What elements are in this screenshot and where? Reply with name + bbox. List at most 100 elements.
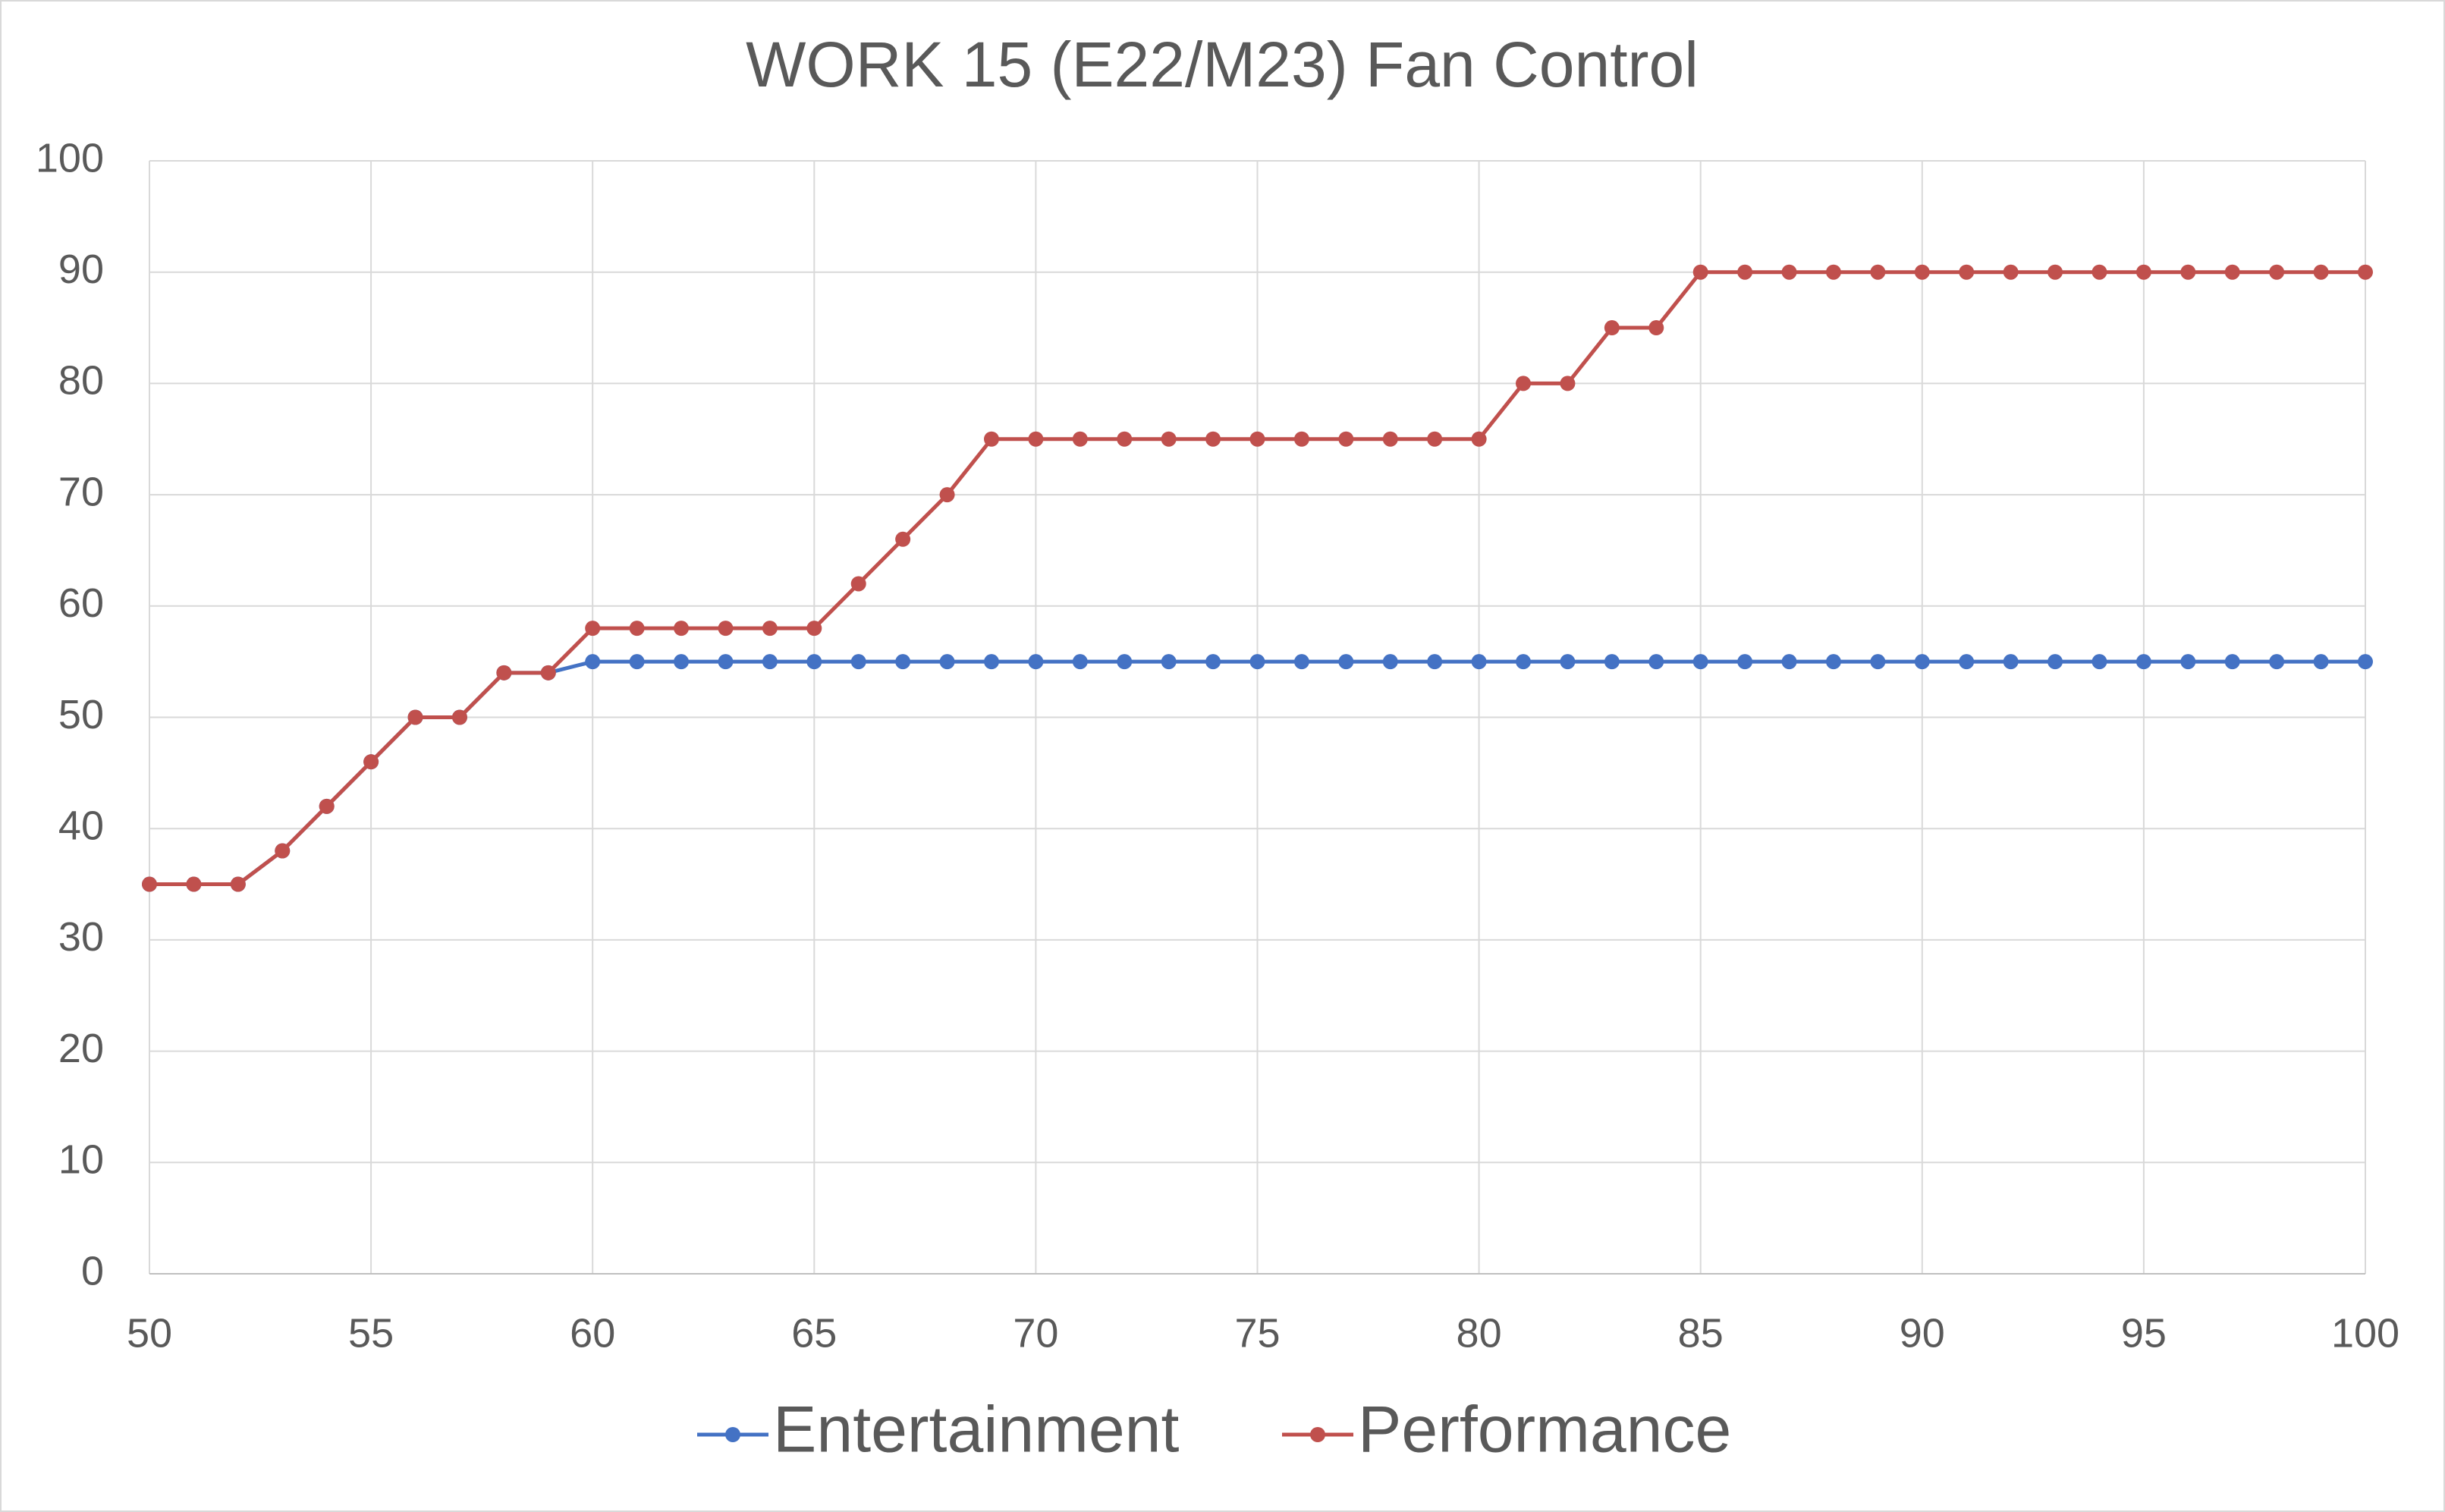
x-tick-label: 60: [570, 1310, 615, 1356]
data-point: [1072, 431, 1088, 447]
data-point: [629, 654, 645, 670]
data-point: [585, 654, 601, 670]
data-point: [275, 843, 291, 859]
x-tick-label: 90: [1900, 1310, 1945, 1356]
data-point: [1781, 654, 1797, 670]
data-point: [1293, 654, 1309, 670]
data-point: [1072, 654, 1088, 670]
data-point: [1959, 264, 1975, 280]
data-point: [629, 621, 645, 637]
data-point: [2358, 264, 2373, 280]
data-point: [540, 665, 556, 681]
y-tick-label: 30: [58, 914, 104, 960]
data-point: [1427, 431, 1443, 447]
data-point: [1293, 431, 1309, 447]
data-point: [1648, 320, 1664, 336]
data-point: [2180, 654, 2196, 670]
data-point: [1870, 264, 1886, 280]
y-tick-label: 10: [58, 1137, 104, 1183]
data-point: [1692, 264, 1708, 280]
data-point: [2269, 654, 2285, 670]
data-point: [1205, 431, 1221, 447]
data-point: [806, 621, 822, 637]
data-point: [850, 576, 866, 592]
data-point: [2269, 264, 2285, 280]
data-point: [1560, 654, 1576, 670]
data-point: [1249, 431, 1265, 447]
data-point: [1338, 654, 1354, 670]
data-point: [1028, 654, 1044, 670]
data-point: [983, 654, 999, 670]
legend-marker: [1310, 1427, 1325, 1442]
data-point: [1028, 431, 1044, 447]
data-point: [2135, 264, 2151, 280]
data-point: [319, 798, 335, 814]
x-tick-label: 70: [1013, 1310, 1058, 1356]
data-point: [2135, 654, 2151, 670]
data-point: [2003, 264, 2019, 280]
x-tick-label: 95: [2121, 1310, 2167, 1356]
data-point: [1205, 654, 1221, 670]
data-point: [1692, 654, 1708, 670]
data-point: [2224, 264, 2240, 280]
data-point: [2047, 264, 2063, 280]
data-point: [1117, 654, 1133, 670]
data-point: [1825, 264, 1841, 280]
data-point: [1914, 654, 1930, 670]
data-point: [674, 621, 690, 637]
data-point: [1117, 431, 1133, 447]
data-point: [1781, 264, 1797, 280]
data-point: [1516, 376, 1532, 391]
data-point: [895, 654, 911, 670]
data-point: [1161, 654, 1177, 670]
legend-marker: [725, 1427, 740, 1442]
data-point: [2180, 264, 2196, 280]
data-point: [1427, 654, 1443, 670]
x-tick-label: 55: [348, 1310, 394, 1356]
data-point: [1604, 654, 1620, 670]
data-point: [1471, 431, 1487, 447]
data-point: [1382, 654, 1398, 670]
data-point: [762, 621, 778, 637]
data-point: [2091, 654, 2107, 670]
data-point: [1959, 654, 1975, 670]
data-point: [850, 654, 866, 670]
data-point: [1471, 654, 1487, 670]
data-point: [1249, 654, 1265, 670]
x-tick-label: 100: [2331, 1310, 2399, 1356]
y-tick-label: 90: [58, 247, 104, 292]
x-tick-label: 65: [791, 1310, 837, 1356]
x-tick-label: 85: [1678, 1310, 1724, 1356]
y-tick-label: 20: [58, 1026, 104, 1071]
data-point: [1161, 431, 1177, 447]
data-point: [230, 876, 246, 892]
legend-label: Performance: [1358, 1394, 1731, 1466]
y-tick-label: 50: [58, 692, 104, 737]
data-point: [2358, 654, 2373, 670]
data-point: [2003, 654, 2019, 670]
data-point: [1648, 654, 1664, 670]
data-point: [762, 654, 778, 670]
data-point: [1825, 654, 1841, 670]
data-point: [983, 431, 999, 447]
data-point: [2313, 654, 2329, 670]
data-point: [674, 654, 690, 670]
data-point: [1914, 264, 1930, 280]
y-tick-label: 40: [58, 803, 104, 848]
x-tick-label: 75: [1234, 1310, 1280, 1356]
data-point: [363, 754, 379, 770]
data-point: [718, 621, 734, 637]
data-point: [1870, 654, 1886, 670]
y-tick-label: 100: [36, 135, 104, 181]
y-tick-label: 80: [58, 358, 104, 404]
data-point: [142, 876, 157, 892]
data-point: [2047, 654, 2063, 670]
y-tick-label: 0: [81, 1248, 104, 1294]
x-tick-label: 50: [127, 1310, 172, 1356]
data-point: [451, 709, 467, 725]
data-point: [1737, 264, 1753, 280]
data-point: [1560, 376, 1576, 391]
chart-title: WORK 15 (E22/M23) Fan Control: [746, 29, 1699, 100]
data-point: [1737, 654, 1753, 670]
